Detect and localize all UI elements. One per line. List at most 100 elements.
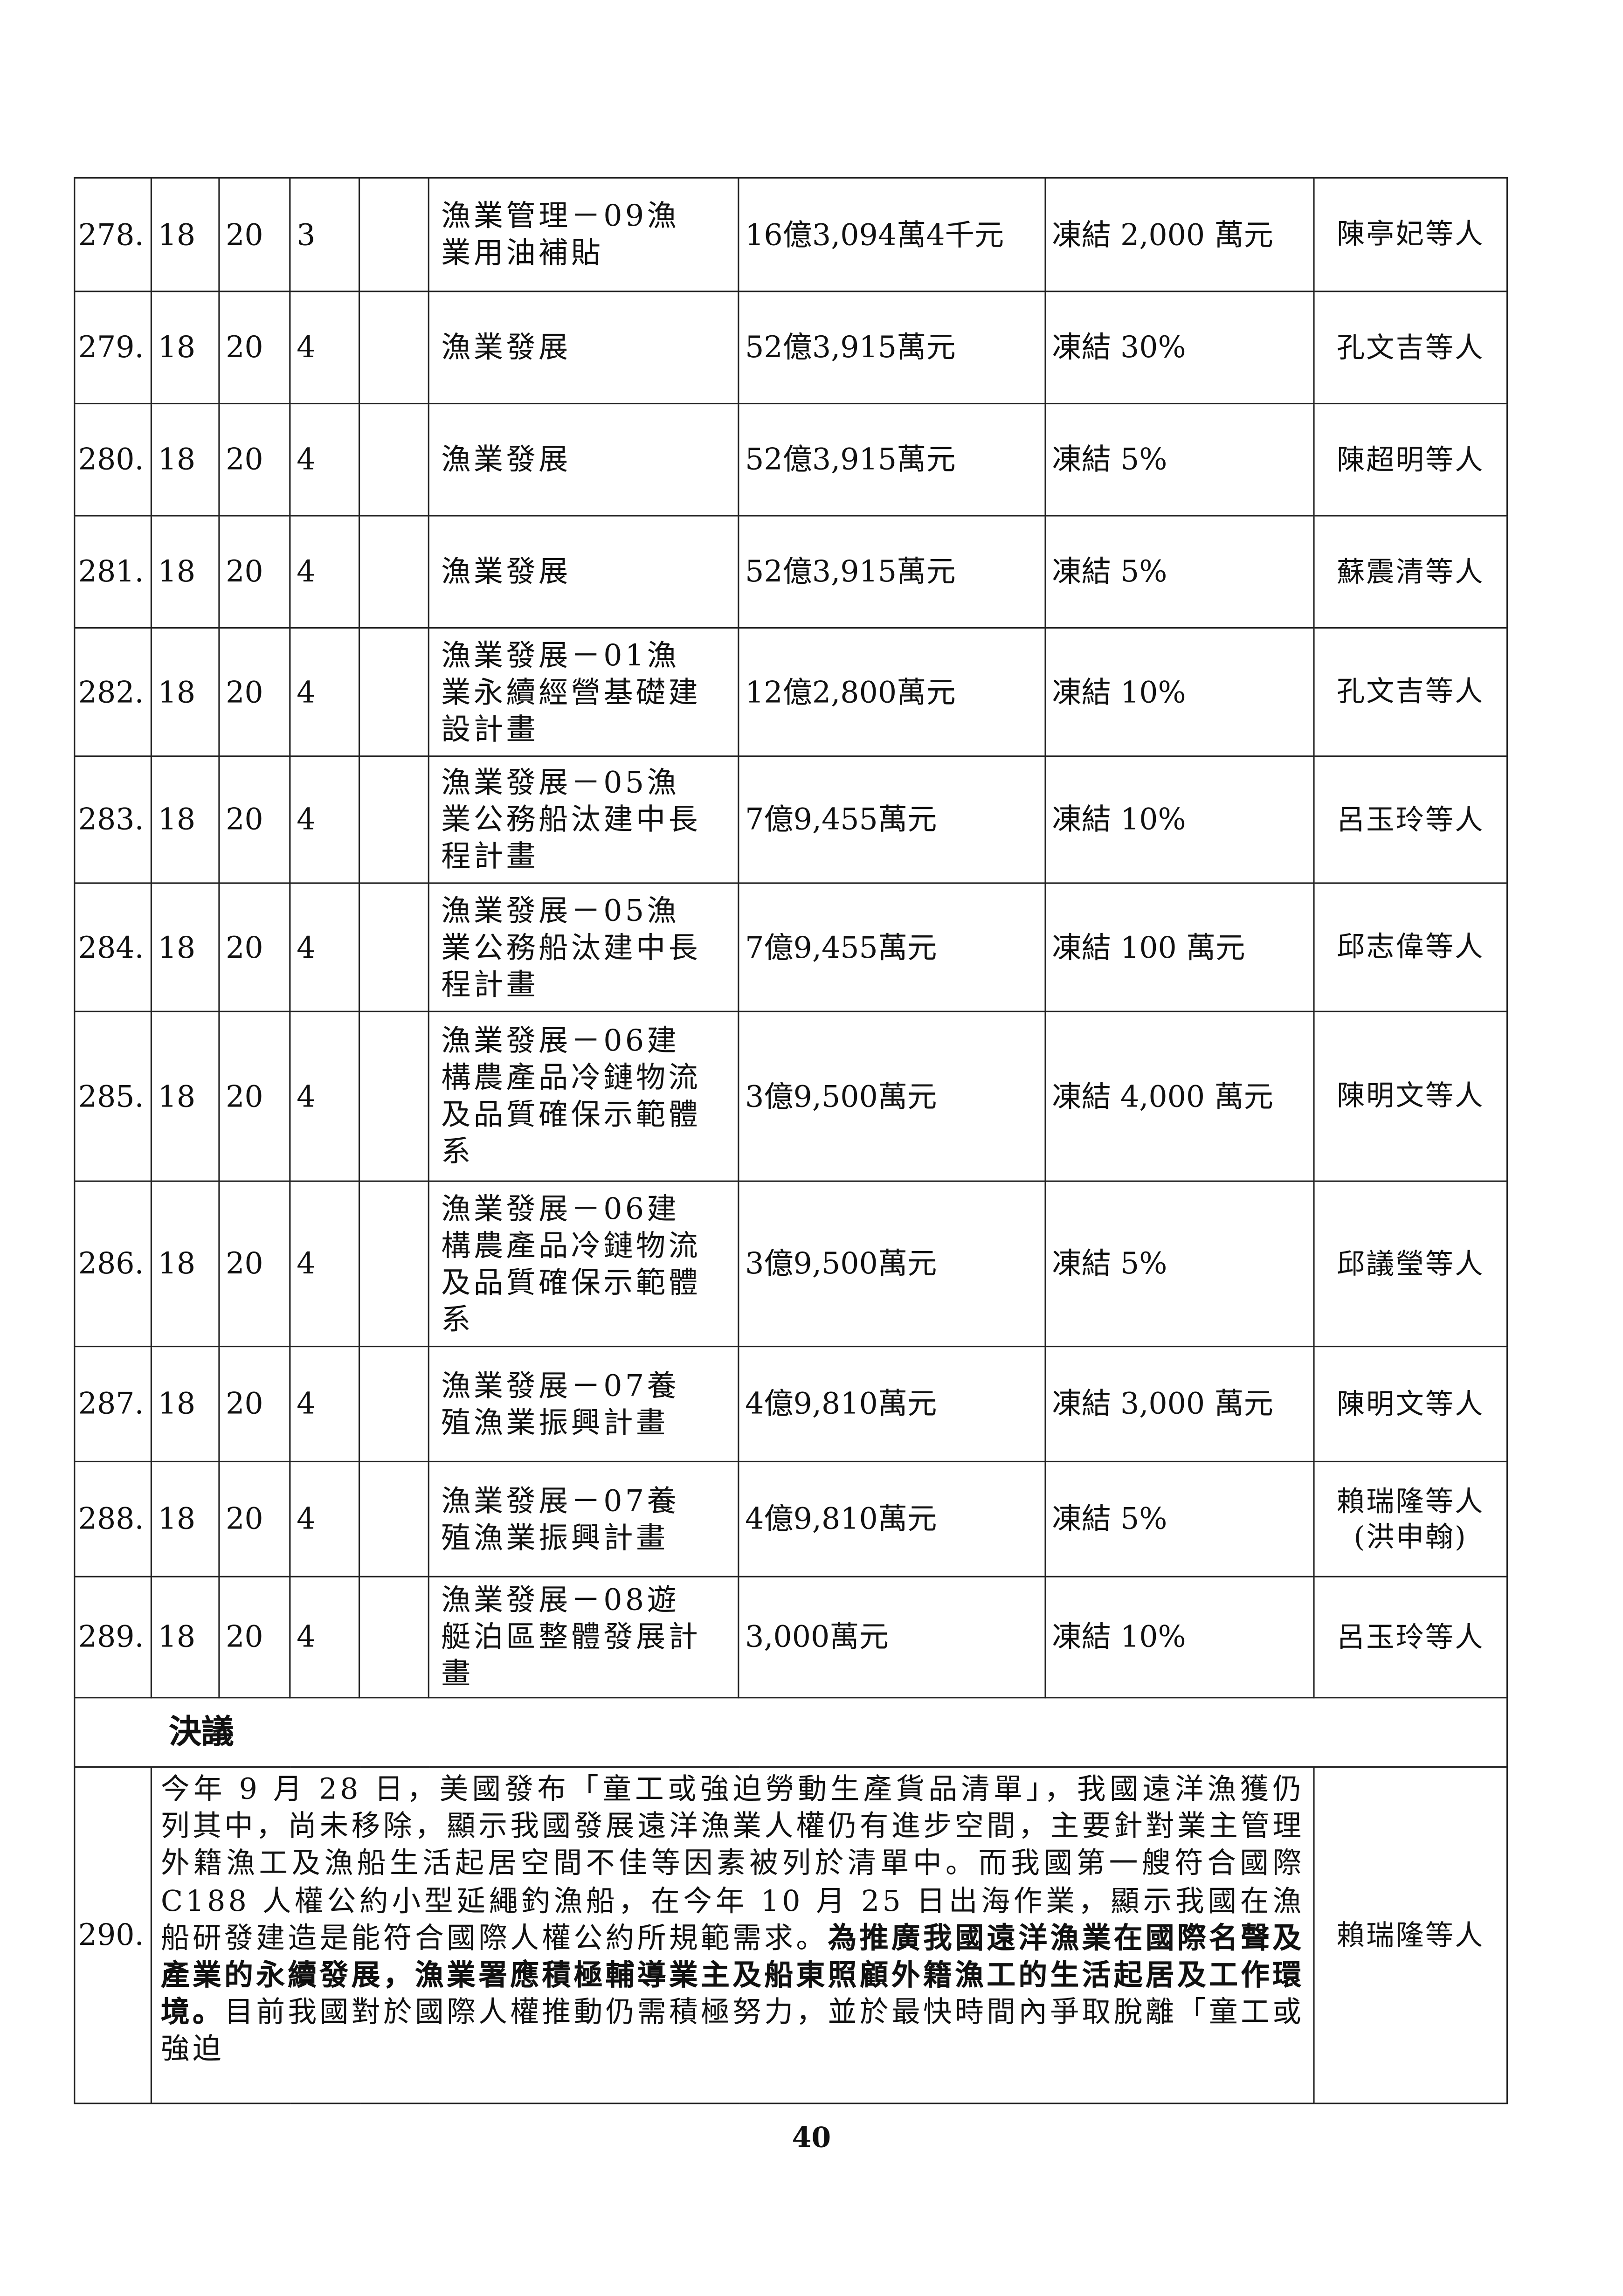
proposer-cell: 邱議瑩等人 <box>1313 1180 1508 1348</box>
code-b-cell: 20 <box>218 1010 291 1182</box>
code-d-cell <box>358 177 429 292</box>
code-c-cell: 4 <box>289 755 360 884</box>
budget-amount-cell: 4億9,810萬元 <box>738 1346 1046 1463</box>
table-row: 283. 18 20 4 漁業發展－05漁 業公務船汰建中長 程計畫 7億9,455萬元凍… <box>74 755 1508 884</box>
code-d-cell <box>358 1180 429 1348</box>
proposer-cell: 陳明文等人 <box>1313 1346 1508 1463</box>
row-number-cell: 288. <box>74 1460 152 1577</box>
row-number-cell: 284. <box>74 882 152 1012</box>
row-number-cell: 283. <box>74 755 152 884</box>
row-number-cell: 285. <box>74 1010 152 1182</box>
proposer-cell: 賴瑞隆等人 (洪申翰) <box>1313 1460 1508 1577</box>
motion-action-cell: 凍結 5% <box>1044 1460 1315 1577</box>
motion-text-before: 今年 9 月 28 日，美國發布「童工或強迫勞動生產貨品清單」，我國遠洋漁獲仍列… <box>160 1772 1305 1955</box>
budget-item-cell: 漁業發展 <box>428 515 739 629</box>
code-a-cell: 18 <box>150 1576 220 1699</box>
code-b-cell: 20 <box>218 1460 291 1577</box>
code-b-cell: 20 <box>218 515 291 629</box>
motion-text-after: 目前我國對於國際人權推動仍需積極努力，並於最快時間內爭取脫離「童工或強迫 <box>160 1995 1305 2067</box>
code-c-cell: 4 <box>289 1346 360 1463</box>
code-d-cell <box>358 515 429 629</box>
code-c-cell: 4 <box>289 290 360 405</box>
code-d-cell <box>358 882 429 1012</box>
empty-cell <box>74 1697 152 1768</box>
table-row: 279. 18 20 4 漁業發展 52億3,915萬元 凍結 30% 孔文吉等人 <box>74 290 1508 405</box>
budget-item-cell: 漁業發展 <box>428 290 739 405</box>
code-b-cell: 20 <box>218 755 291 884</box>
code-c-cell: 4 <box>289 1010 360 1182</box>
motion-text: 今年 9 月 28 日，美國發布「童工或強迫勞動生產貨品清單」，我國遠洋漁獲仍列… <box>150 1766 1315 2104</box>
code-a-cell: 18 <box>150 627 220 757</box>
code-a-cell: 18 <box>150 290 220 405</box>
budget-item-cell: 漁業發展 <box>428 402 739 517</box>
budget-amount-cell: 16億3,094萬4千元 <box>738 177 1046 292</box>
budget-item-cell: 漁業管理－09漁 業用油補貼 <box>428 177 739 292</box>
budget-amount-cell: 4億9,810萬元 <box>738 1460 1046 1577</box>
table-row: 281. 18 20 4 漁業發展 52億3,915萬元 凍結 5% 蘇震清等人 <box>74 515 1508 629</box>
row-number-cell: 289. <box>74 1576 152 1699</box>
motion-action-cell: 凍結 3,000 萬元 <box>1044 1346 1315 1463</box>
code-c-cell: 3 <box>289 177 360 292</box>
row-number-cell: 281. <box>74 515 152 629</box>
resolution-heading-row: 決議 <box>74 1697 1508 1768</box>
page-number: 40 <box>792 2122 831 2155</box>
budget-item-cell: 漁業發展－06建 構農產品冷鏈物流 及品質確保示範體 系 <box>428 1180 739 1348</box>
proposer-cell: 蘇震清等人 <box>1313 515 1508 629</box>
proposer-cell: 呂玉玲等人 <box>1313 1576 1508 1699</box>
motion-action-cell: 凍結 2,000 萬元 <box>1044 177 1315 292</box>
table-row: 278. 18 20 3 漁業管理－09漁 業用油補貼 16億3,094萬4千元 凍結 2,… <box>74 177 1508 292</box>
row-number-cell: 279. <box>74 290 152 405</box>
code-b-cell: 20 <box>218 1346 291 1463</box>
code-b-cell: 20 <box>218 177 291 292</box>
motion-action-cell: 凍結 10% <box>1044 627 1315 757</box>
motion-action-cell: 凍結 10% <box>1044 1576 1315 1699</box>
code-c-cell: 4 <box>289 515 360 629</box>
motion-action-cell: 凍結 4,000 萬元 <box>1044 1010 1315 1182</box>
code-d-cell <box>358 755 429 884</box>
table-row: 288. 18 20 4 漁業發展－07養 殖漁業振興計畫 4億9,810萬元 凍結 5% 賴… <box>74 1460 1508 1577</box>
budget-amount-cell: 7億9,455萬元 <box>738 755 1046 884</box>
table-row: 286. 18 20 4 漁業發展－06建 構農產品冷鏈物流 及品質確保示範體 系 3億9… <box>74 1180 1508 1348</box>
budget-amount-cell: 3,000萬元 <box>738 1576 1046 1699</box>
proposer-cell: 邱志偉等人 <box>1313 882 1508 1012</box>
code-c-cell: 4 <box>289 402 360 517</box>
budget-amount-cell: 52億3,915萬元 <box>738 515 1046 629</box>
proposer-cell: 陳明文等人 <box>1313 1010 1508 1182</box>
code-b-cell: 20 <box>218 1180 291 1348</box>
motion-row: 290. 今年 9 月 28 日，美國發布「童工或強迫勞動生產貨品清單」，我國遠… <box>74 1766 1508 2104</box>
proposer-cell: 呂玉玲等人 <box>1313 755 1508 884</box>
motion-action-cell: 凍結 30% <box>1044 290 1315 405</box>
table-row: 287. 18 20 4 漁業發展－07養 殖漁業振興計畫 4億9,810萬元 凍結 3,0… <box>74 1346 1508 1463</box>
code-b-cell: 20 <box>218 290 291 405</box>
budget-item-cell: 漁業發展－05漁 業公務船汰建中長 程計畫 <box>428 755 739 884</box>
budget-amount-cell: 52億3,915萬元 <box>738 402 1046 517</box>
proposer-cell: 陳超明等人 <box>1313 402 1508 517</box>
resolution-heading: 決議 <box>151 1697 1508 1768</box>
code-c-cell: 4 <box>289 1460 360 1577</box>
code-a-cell: 18 <box>150 402 220 517</box>
code-d-cell <box>358 1346 429 1463</box>
row-number-cell: 280. <box>74 402 152 517</box>
budget-item-cell: 漁業發展－05漁 業公務船汰建中長 程計畫 <box>428 882 739 1012</box>
motion-action-cell: 凍結 100 萬元 <box>1044 882 1315 1012</box>
motion-action-cell: 凍結 10% <box>1044 755 1315 884</box>
code-a-cell: 18 <box>150 755 220 884</box>
row-number-cell: 287. <box>74 1346 152 1463</box>
code-b-cell: 20 <box>218 402 291 517</box>
table-row: 284. 18 20 4 漁業發展－05漁 業公務船汰建中長 程計畫 7億9,455萬元凍… <box>74 882 1508 1012</box>
budget-amount-cell: 3億9,500萬元 <box>738 1010 1046 1182</box>
code-c-cell: 4 <box>289 1576 360 1699</box>
proposer-cell: 孔文吉等人 <box>1313 290 1508 405</box>
budget-amount-cell: 7億9,455萬元 <box>738 882 1046 1012</box>
code-d-cell <box>358 290 429 405</box>
code-c-cell: 4 <box>289 882 360 1012</box>
budget-item-cell: 漁業發展－07養 殖漁業振興計畫 <box>428 1460 739 1577</box>
code-a-cell: 18 <box>150 1010 220 1182</box>
code-b-cell: 20 <box>218 882 291 1012</box>
code-c-cell: 4 <box>289 1180 360 1348</box>
budget-amount-cell: 52億3,915萬元 <box>738 290 1046 405</box>
table-row: 280. 18 20 4 漁業發展 52億3,915萬元 凍結 5% 陳超明等人 <box>74 402 1508 517</box>
row-number-cell: 282. <box>74 627 152 757</box>
code-a-cell: 18 <box>150 515 220 629</box>
budget-item-cell: 漁業發展－06建 構農產品冷鏈物流 及品質確保示範體 系 <box>428 1010 739 1182</box>
